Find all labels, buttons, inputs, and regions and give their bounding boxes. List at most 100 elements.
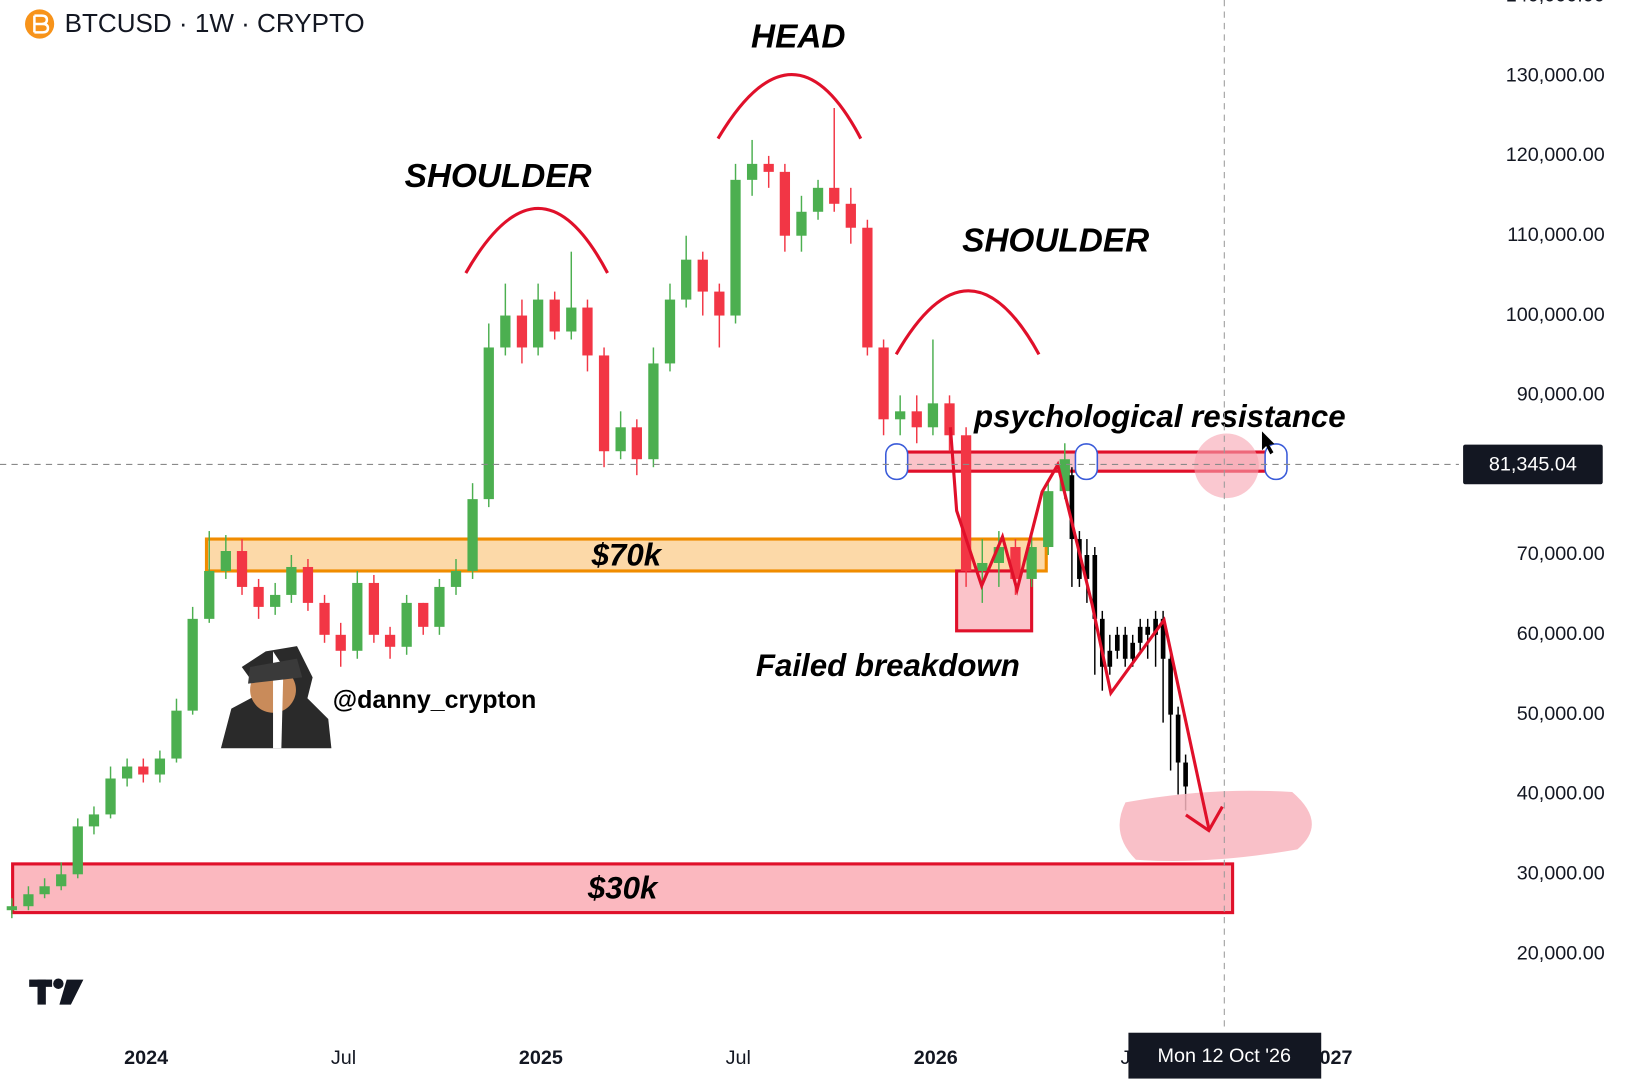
projection-arrow — [948, 427, 1211, 829]
candle-body — [1114, 634, 1120, 651]
candle-body — [56, 874, 67, 887]
candle-body — [450, 570, 462, 587]
chart-title: BTCUSD · 1W · CRYPTO — [65, 8, 365, 38]
candle-body — [516, 315, 528, 348]
candle-body — [911, 411, 922, 428]
candle-body — [1122, 634, 1128, 659]
crosshair-label: Mon 12 Oct '26 — [1158, 1045, 1292, 1067]
drawing-handles — [884, 443, 1288, 481]
candle-body — [1084, 555, 1090, 579]
candle-body — [1183, 762, 1188, 787]
candle-body — [302, 566, 314, 603]
candle-body — [598, 355, 610, 452]
candle-body — [220, 551, 231, 571]
candle-body — [500, 315, 511, 348]
x-tick-label: 2024 — [124, 1047, 168, 1069]
candle-body — [467, 499, 478, 571]
candle-body — [1175, 714, 1181, 763]
y-tick-label: 90,000.00 — [1517, 384, 1605, 406]
price-label-box — [1463, 444, 1603, 485]
zone — [204, 537, 1048, 573]
y-tick-label: 110,000.00 — [1507, 224, 1605, 246]
candle-body — [1026, 547, 1037, 579]
candle-body — [88, 814, 100, 827]
candle-body — [401, 602, 412, 647]
candle-body — [763, 163, 774, 172]
candle-body — [368, 582, 380, 635]
right-shoulder-arc — [894, 289, 1041, 356]
author-handle: @danny_crypton — [333, 686, 537, 714]
candle-body — [960, 435, 972, 571]
candle-body — [779, 171, 791, 236]
candle-body — [39, 886, 50, 895]
candle-body — [121, 766, 133, 779]
annotation: psychological resistance — [973, 399, 1346, 434]
y-tick-label: 140,000.00 — [1506, 0, 1605, 6]
candle-body — [812, 187, 824, 212]
annotation: HEAD — [751, 18, 845, 55]
candle-body — [253, 586, 264, 607]
candle-body — [6, 906, 17, 911]
y-tick-label: 70,000.00 — [1517, 543, 1605, 565]
y-tick-label: 100,000.00 — [1506, 304, 1605, 326]
candle-body — [631, 427, 642, 460]
candle-body — [286, 566, 297, 595]
candle-body — [187, 618, 198, 711]
crosshair-label-box — [1128, 1032, 1322, 1079]
x-tick-label: 2025 — [519, 1047, 563, 1069]
candle-body — [1069, 475, 1075, 540]
candle-body — [615, 427, 626, 452]
candles — [6, 108, 1188, 919]
candle-body — [319, 602, 330, 635]
handle — [1074, 443, 1099, 481]
candle-body — [384, 634, 396, 647]
candle-body — [697, 259, 708, 292]
y-tick-label: 40,000.00 — [1517, 783, 1605, 805]
candle-body — [1137, 626, 1143, 643]
arrow-head — [1185, 805, 1224, 833]
annotation: SHOULDER — [962, 223, 1149, 260]
candle-body — [895, 411, 906, 420]
y-tick-label: 30,000.00 — [1517, 863, 1605, 885]
price-label: 81,345.04 — [1489, 454, 1577, 476]
candle-body — [977, 562, 988, 571]
y-tick-label: 50,000.00 — [1517, 703, 1605, 725]
logo — [29, 978, 84, 1005]
candle-body — [796, 211, 807, 236]
candle-body — [105, 778, 116, 815]
candle-body — [434, 586, 445, 627]
handle — [884, 443, 909, 481]
candle-body — [681, 259, 692, 300]
cursor-highlight — [1194, 433, 1259, 499]
candle-body — [549, 299, 560, 332]
avatar — [220, 646, 332, 749]
left-shoulder-arc — [464, 206, 609, 274]
zone — [11, 862, 1235, 915]
candle-body — [418, 602, 429, 627]
x-tick-label: Jul — [726, 1047, 751, 1069]
candle-body — [352, 582, 363, 651]
annotation: SHOULDER — [405, 158, 592, 195]
candle-body — [1145, 626, 1151, 635]
candle-body — [23, 894, 34, 907]
coin-glyph — [33, 14, 50, 34]
y-tick-label: 130,000.00 — [1506, 64, 1605, 86]
candle-body — [714, 291, 725, 316]
candle-body — [993, 547, 1005, 563]
y-tick-label: 120,000.00 — [1506, 144, 1605, 166]
candle-body — [582, 307, 593, 356]
candle-body — [483, 347, 494, 500]
candle-body — [927, 403, 939, 428]
candle-body — [1059, 459, 1070, 492]
candle-body — [1099, 618, 1105, 667]
candle-body — [1168, 658, 1173, 715]
candle-body — [829, 187, 840, 204]
candle-body — [878, 347, 889, 420]
candle-body — [566, 307, 577, 332]
candle-body — [664, 299, 676, 364]
candle-body — [648, 363, 659, 460]
candle-body — [1130, 642, 1136, 659]
candle-body — [1092, 555, 1098, 619]
candle-body — [236, 551, 248, 587]
